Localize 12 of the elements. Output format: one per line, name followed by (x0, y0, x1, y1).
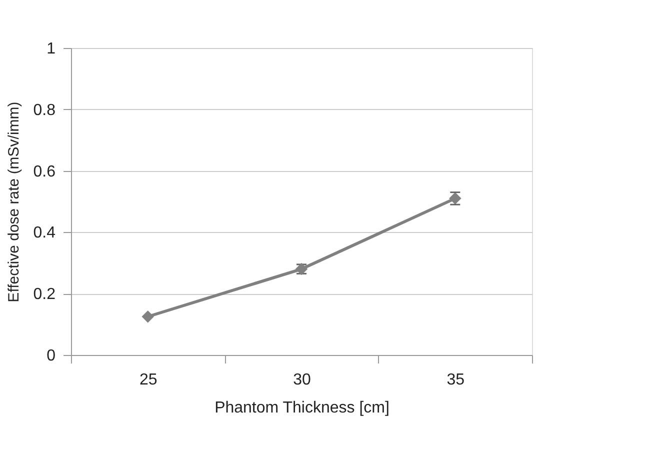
y-tick-label: 0.8 (33, 102, 56, 119)
x-tick-label: 30 (293, 372, 311, 388)
y-axis-title: Effective dose rate (mSv/imm) (5, 102, 22, 302)
x-tick-label: 35 (446, 372, 465, 388)
x-axis-title: Phantom Thickness [cm] (214, 400, 390, 416)
y-tick-label: 0 (46, 348, 56, 364)
x-tick-label: 25 (139, 372, 158, 388)
point (142, 310, 154, 323)
y-tick-label: 0.4 (33, 224, 56, 242)
y-tick-label: 0.6 (33, 163, 56, 180)
y-tick-label: 1 (46, 40, 56, 58)
y-tick-label: 0.2 (33, 286, 56, 304)
